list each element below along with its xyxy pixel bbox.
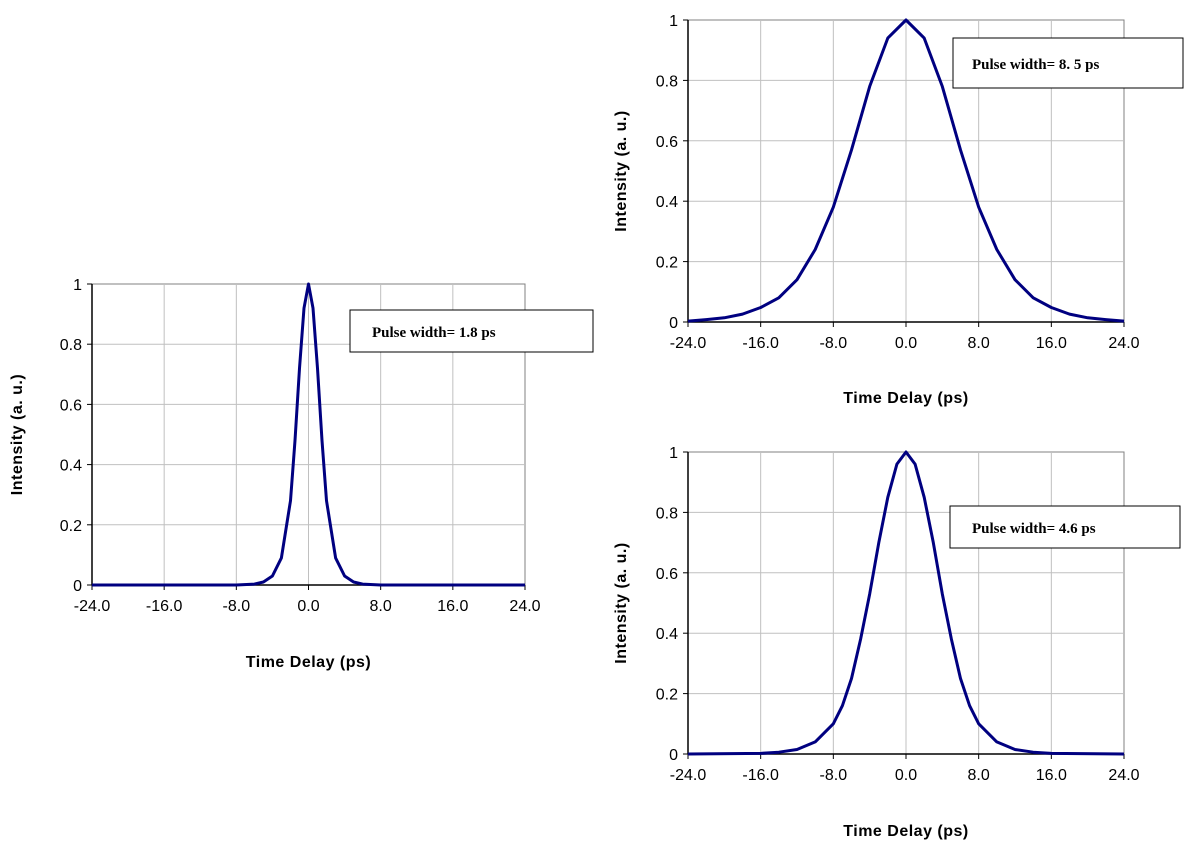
series-line [687,18,1125,323]
y-tick-label: 1 [669,445,678,462]
x-axis-title: Time Delay (ps) [843,390,968,407]
annotation-text: Pulse width= 1.8 ps [372,325,496,341]
x-tick-label: 0.0 [895,767,917,784]
series-line [92,282,525,587]
x-tick-label: 0.0 [297,598,319,615]
x-tick-label: 8.0 [370,598,392,615]
y-tick-label: 0.4 [656,194,678,211]
x-tick-label: 16.0 [1036,767,1067,784]
x-tick-label: 24.0 [509,598,540,615]
x-tick-label: 16.0 [437,598,468,615]
x-tick-label: -16.0 [742,767,779,784]
y-tick-label: 1 [73,277,82,294]
annotation-text: Pulse width= 4.6 ps [972,521,1096,537]
x-tick-label: -8.0 [820,335,848,352]
y-tick-label: 0 [669,747,678,764]
x-tick-label: 8.0 [968,335,990,352]
chart-1: -24.0 -16.0 -8.0 0.0 8.0 16.0 24.0 0 0.2 0.4 0.6 0.… [9,277,594,671]
y-tick-label: 0.4 [656,626,678,643]
y-tick-label: 0.8 [656,505,678,522]
y-tick-label: 0.8 [656,73,678,90]
x-tick-label: -24.0 [670,767,707,784]
y-tick-label: 0.6 [656,134,678,151]
y-tick-label: 0 [73,578,82,595]
y-axis-title: Intensity (a. u.) [9,374,26,495]
y-axis-title: Intensity (a. u.) [613,542,630,663]
x-tick-label: 24.0 [1108,335,1139,352]
chart-2: -24.0 -16.0 -8.0 0.0 8.0 16.0 24.0 0 0.2 0.4 0.6 0.… [613,13,1184,407]
y-tick-label: 0.2 [60,518,82,535]
y-tick-label: 0.8 [60,337,82,354]
x-tick-label: -16.0 [742,335,779,352]
y-tick-label: 0.6 [60,397,82,414]
x-axis-title: Time Delay (ps) [246,654,371,671]
x-tick-label: -16.0 [146,598,183,615]
series-line [687,450,1125,756]
y-tick-label: 0.4 [60,458,82,475]
annotation-text: Pulse width= 8. 5 ps [972,57,1099,73]
y-tick-label: 0.6 [656,566,678,583]
y-axis-title: Intensity (a. u.) [613,110,630,231]
x-tick-label: 24.0 [1108,767,1139,784]
y-tick-label: 0 [669,315,678,332]
x-tick-label: -24.0 [74,598,111,615]
x-axis-title: Time Delay (ps) [843,823,968,840]
y-tick-label: 0.2 [656,255,678,272]
y-tick-label: 0.2 [656,687,678,704]
x-tick-label: -8.0 [223,598,251,615]
x-tick-label: 0.0 [895,335,917,352]
x-tick-label: -24.0 [670,335,707,352]
x-tick-label: 16.0 [1036,335,1067,352]
x-tick-label: 8.0 [968,767,990,784]
y-tick-label: 1 [669,13,678,30]
chart-3: -24.0 -16.0 -8.0 0.0 8.0 16.0 24.0 0 0.2 0.4 0.6 0.… [613,445,1181,840]
x-tick-label: -8.0 [820,767,848,784]
annotation-box [349,309,594,353]
annotation-box [952,37,1184,89]
annotation-box [949,505,1181,549]
